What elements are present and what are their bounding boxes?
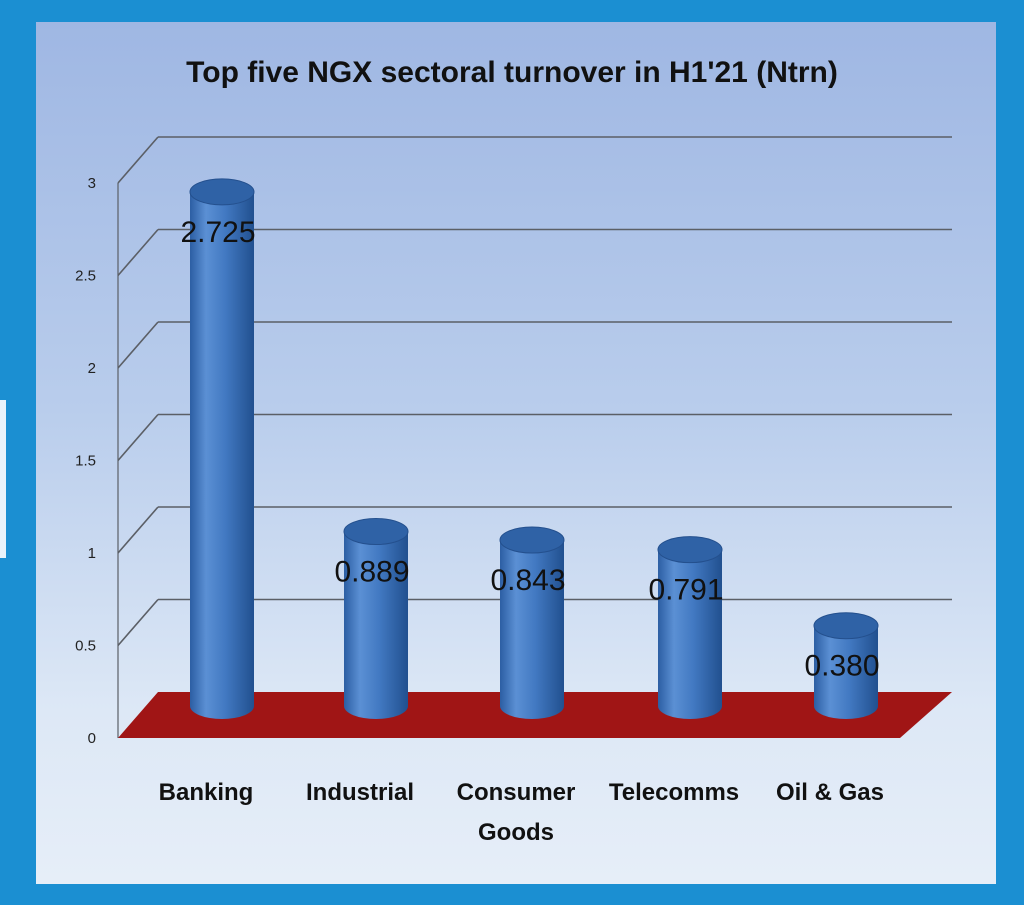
bar-top bbox=[189, 178, 255, 206]
bar-body bbox=[814, 625, 878, 719]
gridline-connector bbox=[117, 506, 159, 554]
bars bbox=[189, 178, 879, 719]
category-label: Oil & Gas bbox=[776, 779, 884, 806]
bar-top bbox=[343, 518, 409, 546]
category-label: Industrial bbox=[306, 779, 414, 806]
edge-strip bbox=[0, 400, 6, 558]
data-label: 2.725 bbox=[180, 216, 255, 249]
category-label: Telecomms bbox=[609, 779, 739, 806]
data-labels: 2.725 0.889 0.843 0.791 0.380 bbox=[180, 216, 879, 683]
y-tick-label: 0.5 bbox=[75, 638, 96, 655]
gridline-connector bbox=[117, 598, 159, 647]
bar-top bbox=[657, 536, 723, 564]
chart-title: Top five NGX sectoral turnover in H1'21 … bbox=[186, 56, 838, 89]
y-tick-label: 1 bbox=[88, 545, 96, 562]
gridline-connector bbox=[117, 413, 159, 462]
data-label: 0.791 bbox=[648, 574, 723, 607]
category-label: Consumer bbox=[457, 779, 576, 806]
gridline-connector bbox=[117, 321, 159, 369]
data-label: 0.380 bbox=[804, 650, 879, 683]
bar bbox=[657, 536, 723, 719]
gridline-connector bbox=[117, 228, 159, 277]
bar-top bbox=[499, 526, 565, 554]
y-tick-label: 0 bbox=[88, 730, 96, 747]
bar bbox=[189, 178, 255, 719]
x-axis-categories: Banking Industrial Consumer Goods Telecomms O… bbox=[159, 779, 884, 846]
y-tick-label: 2.5 bbox=[75, 268, 96, 285]
bar bbox=[813, 612, 879, 719]
data-label: 0.889 bbox=[334, 556, 409, 589]
bar bbox=[343, 518, 409, 719]
category-label: Goods bbox=[478, 819, 554, 846]
bar-body bbox=[344, 531, 408, 719]
y-tick-label: 2 bbox=[88, 360, 96, 377]
category-label: Banking bbox=[159, 779, 254, 806]
bar-top bbox=[813, 612, 879, 640]
bar bbox=[499, 526, 565, 719]
gridline-connector bbox=[117, 136, 159, 184]
data-label: 0.843 bbox=[490, 564, 565, 597]
bar-body bbox=[190, 191, 254, 719]
y-tick-label: 3 bbox=[88, 175, 96, 192]
y-tick-label: 1.5 bbox=[75, 453, 96, 470]
bar-body bbox=[500, 540, 564, 719]
y-axis-ticks: 0 0.5 1 1.5 2 2.5 3 bbox=[75, 175, 96, 747]
gridlines bbox=[117, 136, 952, 738]
bar-body bbox=[658, 549, 722, 719]
